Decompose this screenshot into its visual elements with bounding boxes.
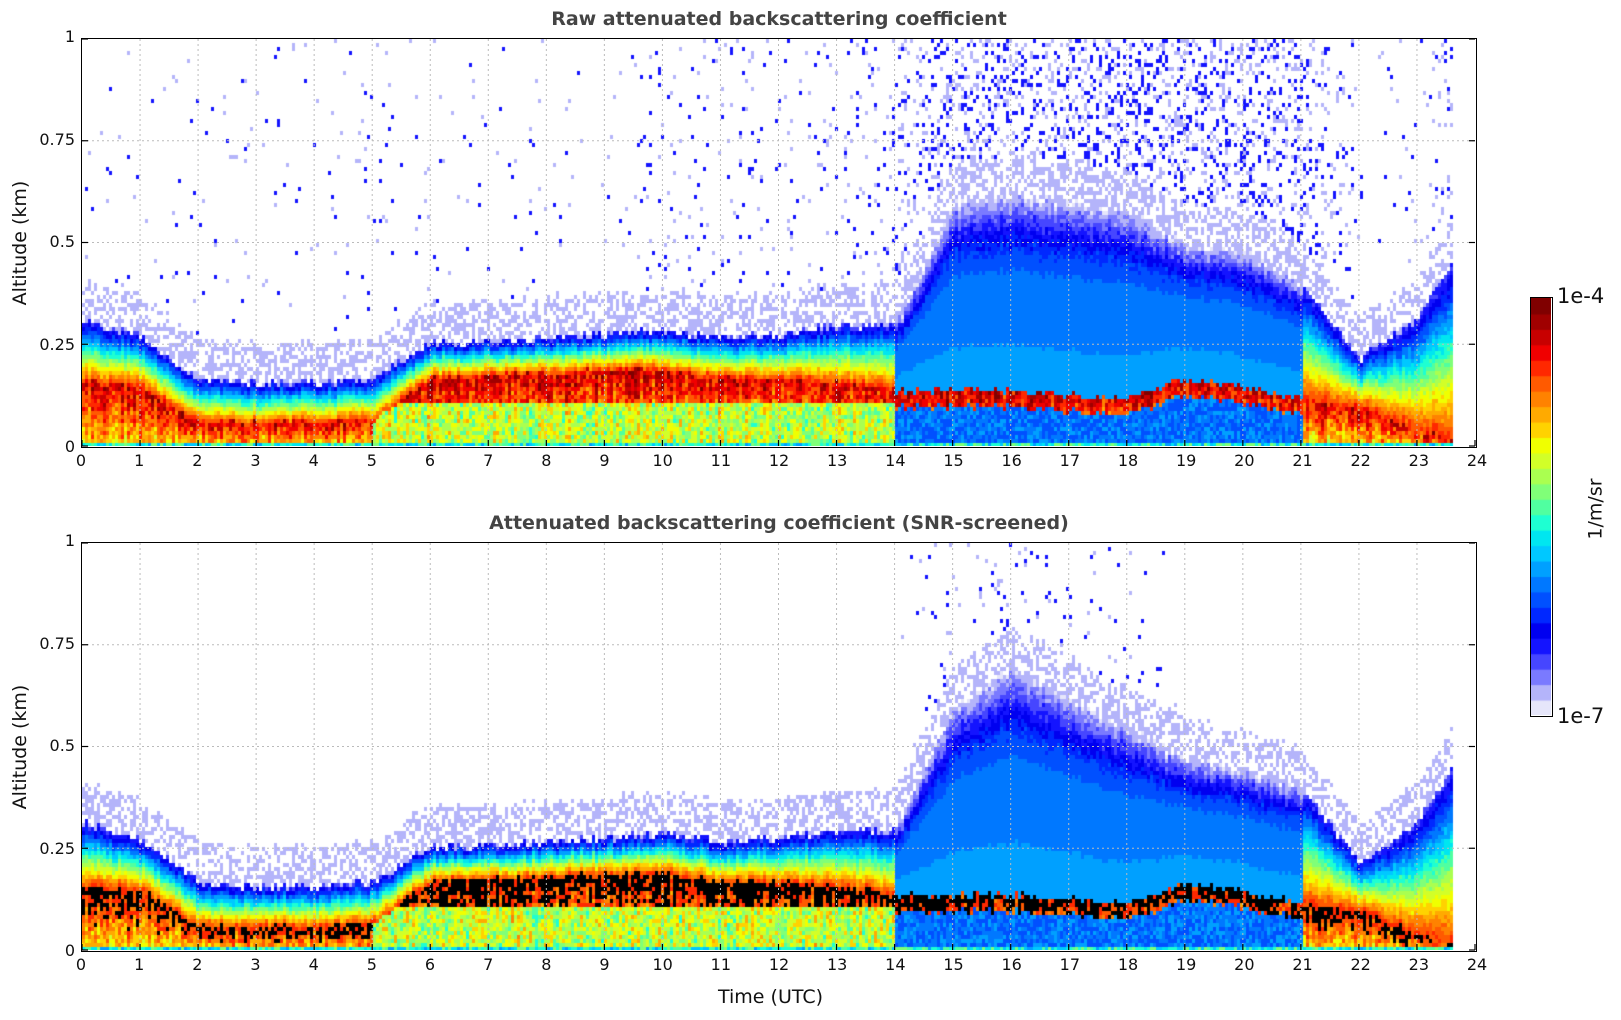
x-tick-label: 24 xyxy=(1466,451,1488,470)
x-tick-label: 6 xyxy=(424,451,436,470)
x-tick-label: 19 xyxy=(1175,955,1197,974)
colorbar-min-label: 1e-7 xyxy=(1557,704,1605,728)
x-tick-label: 2 xyxy=(192,451,203,470)
colorbar-gradient xyxy=(1531,298,1551,715)
x-tick-label: 0 xyxy=(75,955,87,974)
x-tick-label: 16 xyxy=(1001,955,1022,974)
y-tick-label: 0.75 xyxy=(39,129,75,149)
y-tick-label: 0.5 xyxy=(49,232,75,251)
x-tick-label: 12 xyxy=(768,451,790,470)
x-tick-label: 20 xyxy=(1234,955,1255,974)
x-tick-label: 17 xyxy=(1059,451,1080,470)
x-tick-label: 21 xyxy=(1292,955,1313,974)
bottom-grid xyxy=(81,542,1476,951)
x-tick-label: 2 xyxy=(192,955,203,974)
x-tick-label: 6 xyxy=(424,955,436,974)
x-tick-label: 13 xyxy=(826,451,848,470)
x-tick-label: 17 xyxy=(1059,955,1080,974)
y-tick-label: 0.75 xyxy=(39,633,75,653)
y-tick-label: 0.25 xyxy=(39,334,75,354)
x-tick-label: 3 xyxy=(250,955,261,974)
x-tick-label: 23 xyxy=(1408,451,1429,470)
x-tick-label: 10 xyxy=(652,451,673,470)
top-plot-axes xyxy=(81,38,1477,448)
y-tick-label: 0.25 xyxy=(39,838,75,858)
x-tick-label: 16 xyxy=(1001,451,1022,470)
x-tick-label: 7 xyxy=(483,955,494,974)
x-tick-label: 13 xyxy=(826,955,848,974)
x-tick-label: 1 xyxy=(134,451,145,470)
x-tick-label: 8 xyxy=(541,955,552,974)
x-tick-label: 24 xyxy=(1466,955,1488,974)
x-tick-label: 18 xyxy=(1117,451,1139,470)
colorbar-max-label: 1e-4 xyxy=(1557,284,1605,308)
colorbar xyxy=(1530,297,1553,717)
top-grid xyxy=(81,38,1476,447)
x-tick-label: 4 xyxy=(308,451,319,470)
x-tick-label: 10 xyxy=(652,955,673,974)
x-tick-label: 3 xyxy=(250,451,261,470)
x-tick-label: 9 xyxy=(599,955,610,974)
x-tick-label: 14 xyxy=(885,955,906,974)
y-tick-label: 1 xyxy=(64,27,75,46)
x-tick-label: 15 xyxy=(943,955,964,974)
bottom-plot-title: Attenuated backscattering coefficient (S… xyxy=(489,512,1069,534)
x-tick-label: 5 xyxy=(366,955,377,974)
x-tick-label: 22 xyxy=(1350,451,1371,470)
x-tick-label: 8 xyxy=(541,451,552,470)
x-tick-label: 21 xyxy=(1292,451,1313,470)
x-tick-label: 1 xyxy=(134,955,145,974)
x-tick-label: 11 xyxy=(710,451,731,470)
x-tick-label: 18 xyxy=(1117,955,1139,974)
y-tick-label: 1 xyxy=(64,531,75,550)
x-tick-label: 11 xyxy=(710,955,731,974)
x-tick-label: 22 xyxy=(1350,955,1371,974)
x-tick-label: 14 xyxy=(885,451,906,470)
x-tick-label: 15 xyxy=(943,451,964,470)
x-tick-label: 19 xyxy=(1175,451,1197,470)
x-tick-label: 7 xyxy=(483,451,494,470)
y-tick-label: 0 xyxy=(64,941,75,960)
x-tick-label: 9 xyxy=(599,451,610,470)
x-tick-label: 0 xyxy=(75,451,87,470)
x-tick-label: 4 xyxy=(308,955,319,974)
x-axis-label: Time (UTC) xyxy=(718,986,824,1008)
y-tick-label: 0 xyxy=(64,437,75,456)
top-plot-title: Raw attenuated backscattering coefficien… xyxy=(551,8,1007,30)
colorbar-unit-label: 1/m/sr xyxy=(1584,478,1607,540)
x-tick-label: 5 xyxy=(366,451,377,470)
y-tick-label: 0.5 xyxy=(49,736,75,755)
x-tick-label: 23 xyxy=(1408,955,1429,974)
x-tick-label: 12 xyxy=(768,955,790,974)
x-tick-label: 20 xyxy=(1234,451,1255,470)
bottom-plot-axes xyxy=(81,542,1477,952)
